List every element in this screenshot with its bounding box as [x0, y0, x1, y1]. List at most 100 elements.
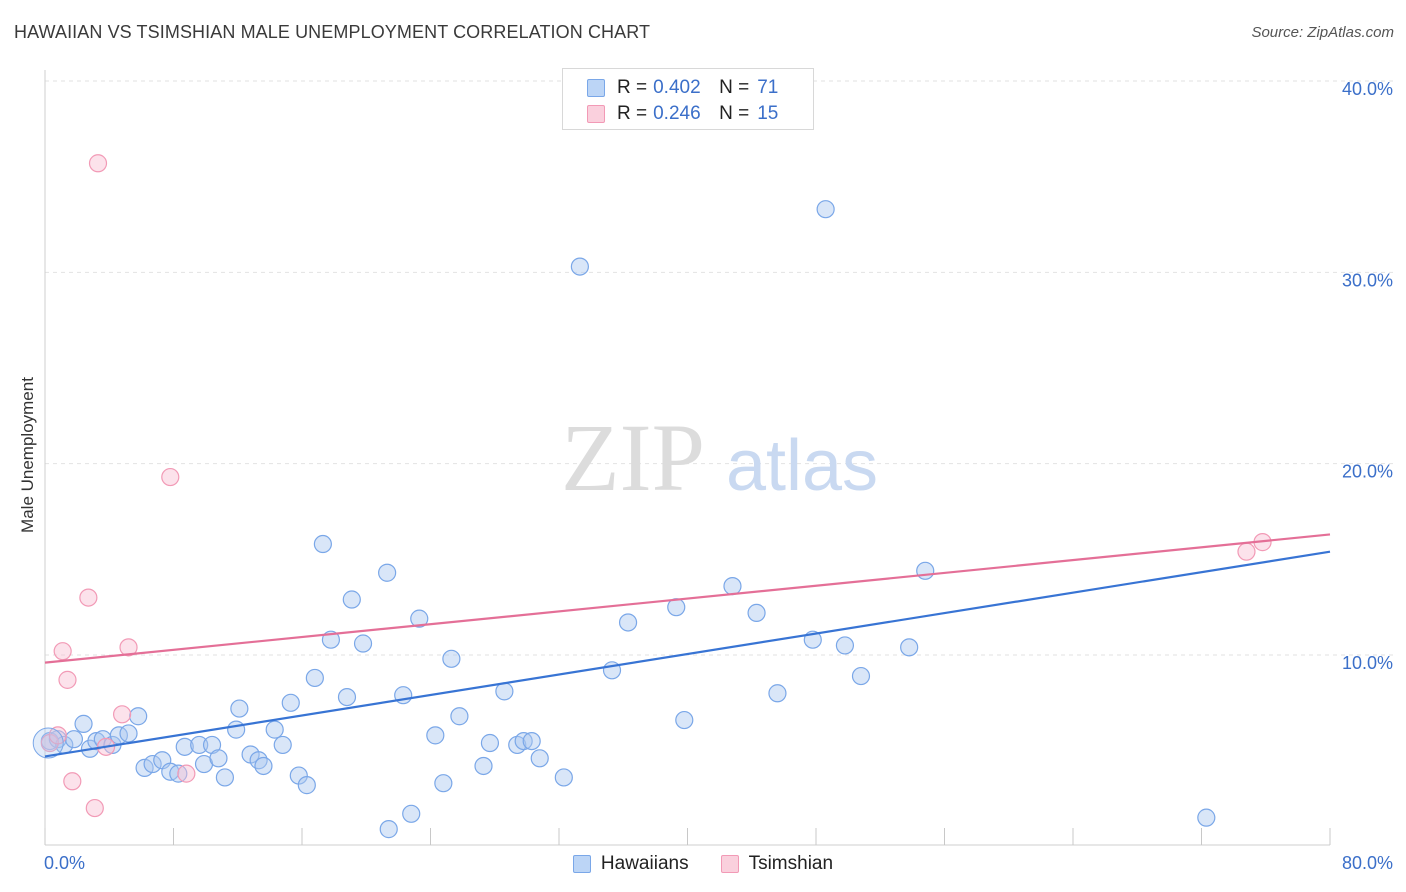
hawaiians-point — [723, 577, 742, 596]
r-label: R = — [617, 77, 648, 98]
hawaiians-point — [265, 720, 284, 739]
x-tick-label: 80.0% — [1342, 853, 1393, 873]
hawaiians-cluster-point — [32, 727, 64, 759]
hawaiians-point — [74, 714, 93, 733]
r-value: 0.246 — [653, 103, 701, 124]
hawaiians-point — [119, 724, 138, 743]
axis-layer — [44, 70, 1331, 846]
hawaiians-trend-line — [44, 550, 1331, 758]
hawaiians-point — [474, 756, 493, 776]
hawaiians-point — [378, 563, 397, 582]
hawaiians-point — [570, 257, 589, 276]
hawaiians-point — [530, 749, 549, 768]
grid-layer — [45, 80, 1395, 656]
correlation-legend: R = 0.402 N = 71 R = 0.246 N = 15 — [562, 68, 814, 130]
tick-label-layer: 10.0% 20.0% 30.0% 40.0% 0.0% 80.0% — [44, 79, 1393, 873]
hawaiians-point — [337, 687, 357, 707]
hawaiians-point — [230, 699, 249, 718]
watermark-atlas: atlas — [726, 426, 878, 506]
source-label: Source: ZipAtlas.com — [1251, 24, 1394, 41]
hawaiians-point — [675, 710, 694, 730]
hawaiians-point — [916, 561, 935, 580]
hawaiians-point — [227, 720, 246, 739]
tsimshian-point — [53, 642, 72, 661]
r-value: 0.402 — [653, 77, 701, 98]
hawaiians-point — [442, 649, 461, 668]
hawaiians-point — [215, 768, 234, 787]
hawaiians-point — [297, 776, 316, 795]
legend-row-hawaiians: R = 0.402 N = 71 — [587, 77, 778, 99]
legend-item-tsimshian: Tsimshian — [720, 853, 834, 875]
hawaiians-point — [209, 749, 228, 768]
tsimshian-point — [48, 726, 67, 745]
legend-label: Hawaiians — [600, 853, 689, 874]
tsimshian-point — [112, 705, 132, 724]
hawaiians-point — [305, 668, 324, 688]
hawaiians-point — [129, 707, 148, 726]
tsimshian-trend-line — [44, 533, 1331, 664]
hawaiians-point — [313, 534, 332, 554]
watermark-zip: ZIP — [561, 404, 705, 511]
chart-title: HAWAIIAN VS TSIMSHIAN MALE UNEMPLOYMENT … — [14, 22, 651, 42]
y-tick-label: 40.0% — [1342, 79, 1393, 99]
hawaiians-swatch — [587, 79, 605, 97]
hawaiians-swatch — [572, 855, 591, 873]
y-tick-label: 30.0% — [1342, 270, 1393, 290]
hawaiians-point — [342, 590, 361, 609]
hawaiians-point — [522, 731, 541, 751]
n-label: N = — [719, 77, 750, 98]
hawaiians-point — [426, 726, 445, 745]
hawaiians-point — [143, 754, 162, 774]
hawaiians-point — [554, 768, 573, 787]
hawaiians-point — [816, 200, 835, 219]
hawaiians-point — [281, 693, 300, 712]
hawaiians-point — [402, 804, 421, 823]
hawaiians-point — [379, 820, 398, 839]
tsimshian-point — [119, 638, 138, 657]
tsimshian-swatch — [720, 855, 739, 873]
tsimshian-point — [161, 467, 180, 487]
hawaiians-point — [175, 737, 194, 756]
tsimshian-point — [63, 772, 82, 791]
points-layer — [32, 154, 1272, 839]
y-tick-label: 10.0% — [1342, 653, 1393, 673]
hawaiians-point — [434, 774, 453, 793]
tsimshian-point — [1237, 542, 1256, 561]
series-legend: Hawaiians Tsimshian — [0, 852, 1406, 876]
hawaiians-point — [480, 733, 500, 753]
hawaiians-point — [851, 666, 871, 686]
legend-label: Tsimshian — [748, 853, 834, 874]
tsimshian-point — [58, 670, 77, 689]
hawaiians-point — [254, 756, 273, 776]
hawaiians-point — [64, 730, 84, 749]
n-label: N = — [719, 103, 750, 124]
tsimshian-point — [177, 764, 196, 783]
hawaiians-point — [190, 735, 209, 755]
hawaiians-point — [353, 634, 373, 653]
r-label: R = — [617, 103, 648, 124]
n-value: 71 — [757, 77, 779, 98]
x-tick-label: 0.0% — [44, 853, 85, 873]
hawaiians-point — [410, 609, 429, 628]
hawaiians-point — [450, 707, 469, 726]
legend-item-hawaiians: Hawaiians — [572, 853, 689, 875]
hawaiians-point — [495, 682, 514, 701]
hawaiians-point — [747, 603, 766, 623]
hawaiians-point — [900, 638, 919, 657]
legend-row-tsimshian: R = 0.246 N = 15 — [587, 103, 778, 125]
trend-layer — [44, 533, 1331, 758]
tsimshian-point — [79, 588, 98, 607]
hawaiians-point — [618, 613, 638, 632]
hawaiians-point — [273, 735, 292, 755]
tsimshian-point — [88, 154, 108, 173]
hawaiians-point — [249, 751, 268, 770]
hawaiians-point — [1197, 808, 1216, 827]
hawaiians-point — [768, 684, 787, 703]
tsimshian-swatch — [587, 105, 605, 123]
y-tick-label: 20.0% — [1342, 462, 1393, 482]
tsimshian-point — [85, 798, 104, 818]
watermark: ZIP atlas — [561, 404, 878, 511]
hawaiians-point — [835, 636, 855, 655]
n-value: 15 — [757, 103, 779, 124]
